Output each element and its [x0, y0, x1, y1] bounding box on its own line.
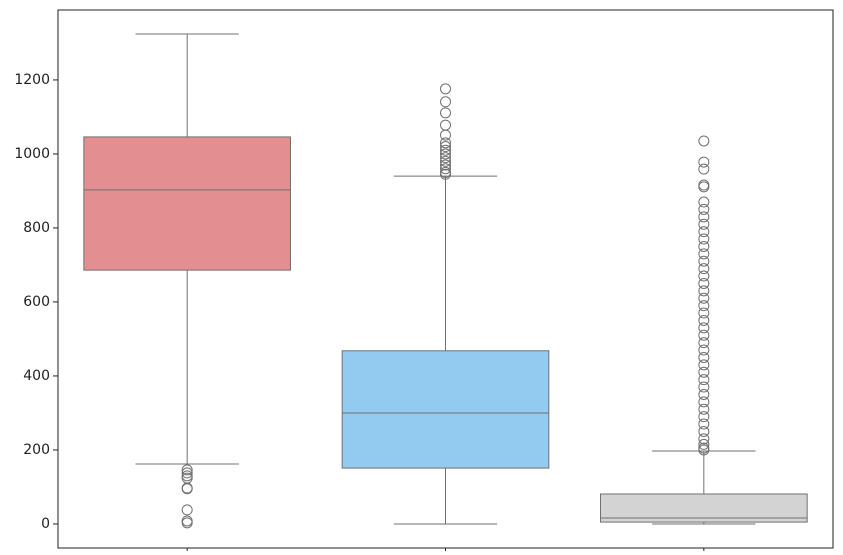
box	[83, 136, 292, 271]
flier	[698, 411, 710, 423]
flier	[698, 418, 710, 430]
flier	[440, 96, 451, 108]
flier	[698, 329, 710, 341]
y-tick-label: 800	[23, 220, 50, 236]
flier	[698, 403, 710, 415]
flier	[440, 137, 451, 149]
y-tick-label: 400	[23, 368, 50, 384]
flier	[698, 240, 710, 252]
flier	[698, 248, 710, 260]
flier	[440, 119, 451, 131]
flier	[698, 300, 710, 312]
flier	[698, 359, 710, 371]
flier	[698, 203, 710, 215]
flier	[698, 307, 710, 319]
flier	[698, 388, 710, 400]
flier	[698, 438, 710, 450]
flier	[440, 159, 451, 171]
flier	[440, 163, 451, 175]
y-tick-label: 0	[41, 516, 50, 532]
flier	[440, 141, 451, 153]
flier	[440, 148, 451, 160]
flier	[698, 351, 710, 363]
flier	[698, 218, 710, 230]
flier	[698, 285, 710, 297]
y-tick-label: 1200	[14, 72, 50, 88]
flier	[440, 107, 451, 119]
flier	[698, 366, 710, 378]
flier	[698, 277, 710, 289]
flier	[698, 344, 710, 356]
flier	[698, 292, 710, 304]
flier	[698, 374, 710, 386]
flier	[698, 163, 710, 175]
flier	[698, 226, 710, 238]
y-tick-label: 200	[23, 442, 50, 458]
flier	[440, 83, 451, 95]
y-tick-label: 1000	[14, 146, 50, 162]
flier	[698, 444, 710, 456]
flier	[440, 155, 451, 167]
flier	[698, 425, 710, 437]
flier	[698, 263, 710, 275]
flier	[698, 433, 710, 445]
box	[600, 493, 808, 523]
plot-frame	[57, 9, 834, 549]
flier	[698, 255, 710, 267]
flier	[698, 181, 710, 193]
flier	[698, 233, 710, 245]
flier	[698, 196, 710, 208]
flier	[440, 152, 451, 164]
flier	[698, 337, 710, 349]
flier	[698, 156, 710, 168]
flier	[698, 396, 710, 408]
flier	[698, 135, 710, 147]
flier	[698, 322, 710, 334]
flier	[698, 270, 710, 282]
flier	[698, 381, 710, 393]
box	[341, 350, 550, 469]
flier	[181, 483, 193, 495]
y-tick-label: 600	[23, 294, 50, 310]
flier	[181, 464, 193, 476]
flier	[698, 211, 710, 223]
flier	[698, 314, 710, 326]
flier	[181, 504, 193, 516]
flier	[181, 517, 193, 529]
flier	[181, 467, 193, 479]
flier	[440, 129, 451, 141]
flier	[440, 144, 451, 156]
flier	[440, 168, 451, 180]
